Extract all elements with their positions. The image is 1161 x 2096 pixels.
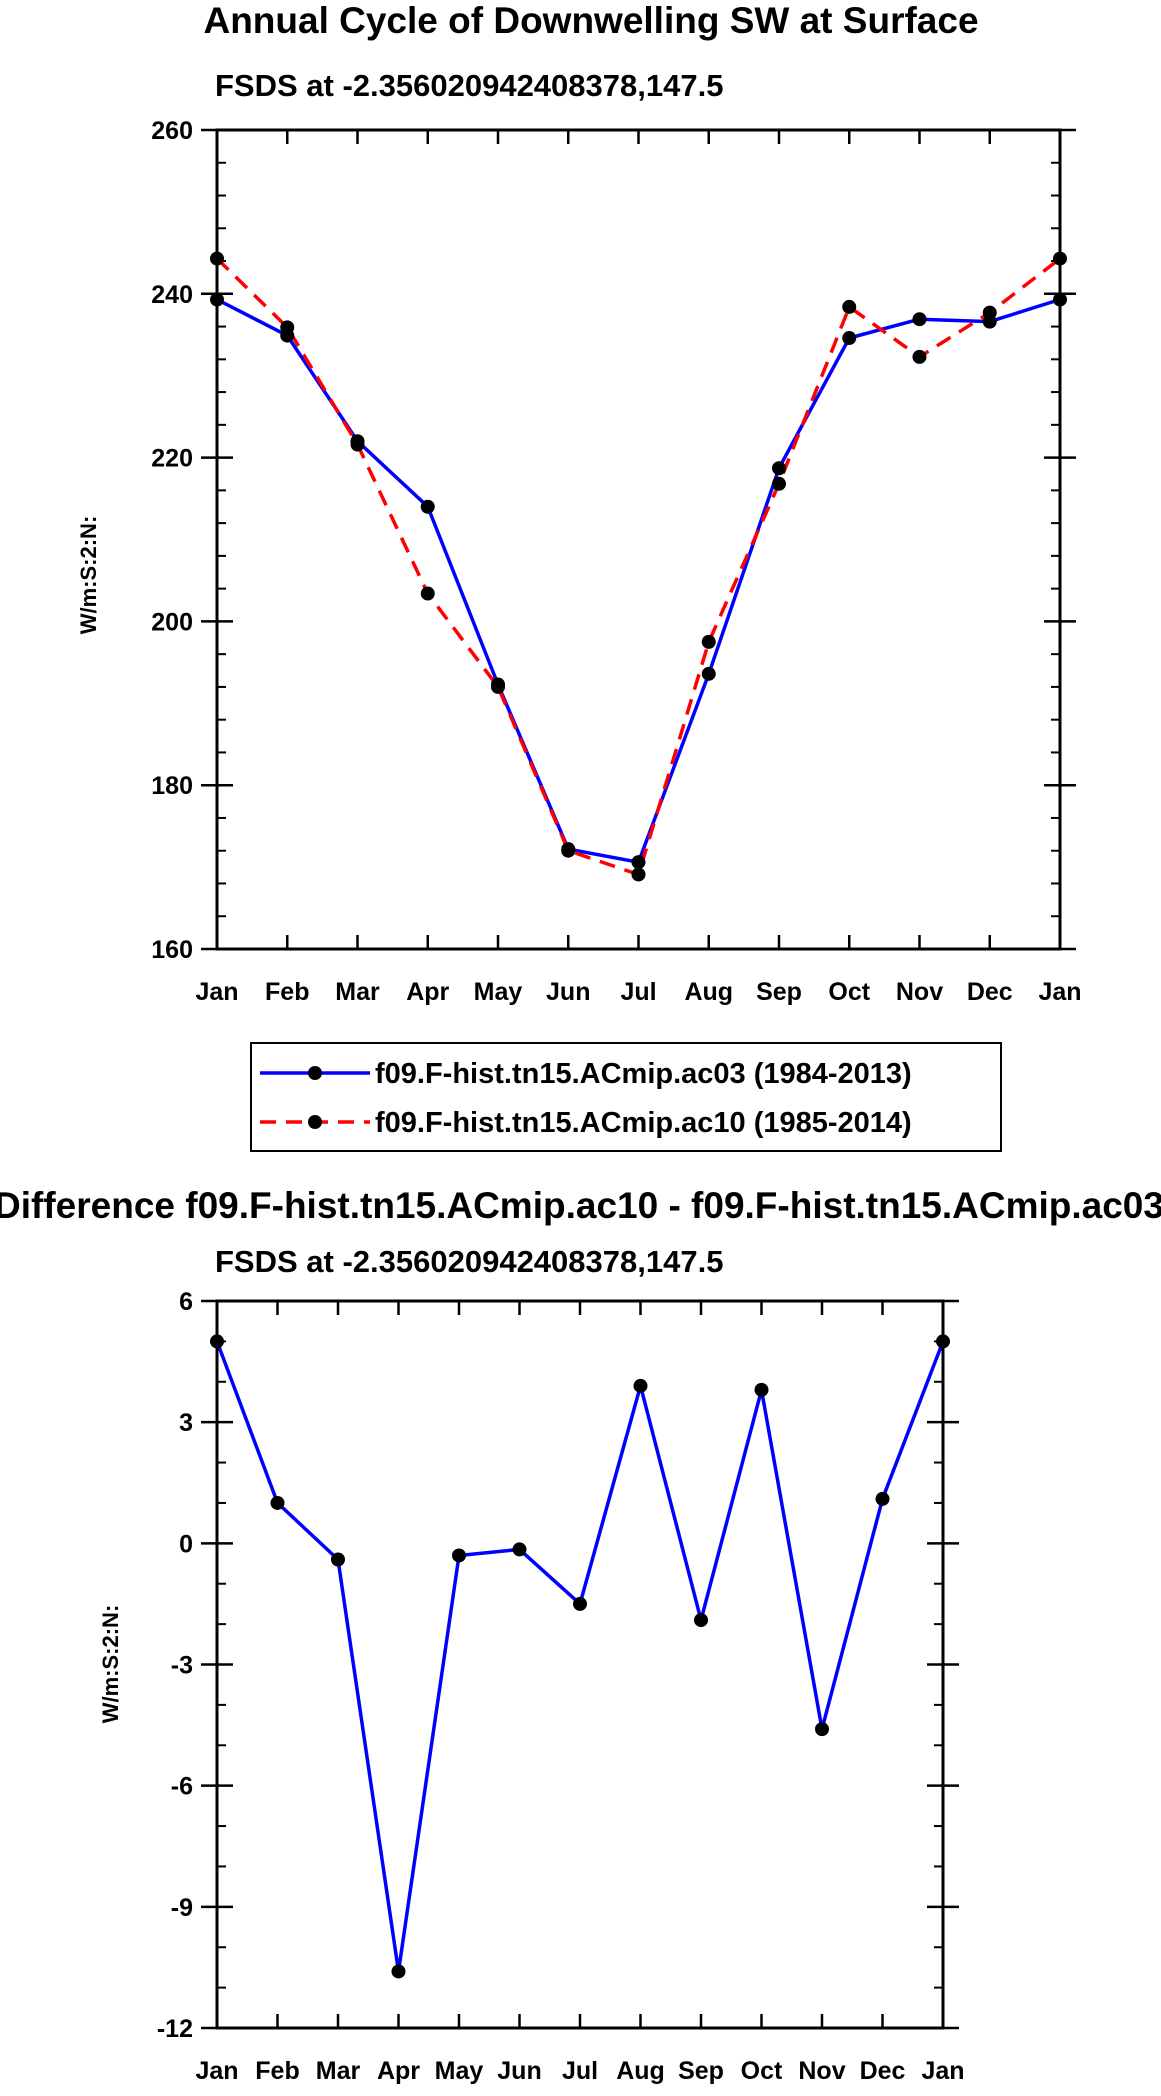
data-point [270,1495,285,1510]
x-tick-labels: Jan Feb Mar Apr May Jun Jul Aug Sep Oct Nov Dec Jan [195,2057,964,2085]
chart-subtitle: FSDS at -2.356020942408378,147.5 [215,68,723,103]
x-tick-label: Oct [741,2057,783,2085]
x-tick-label: Dec [967,978,1013,1006]
y-tick-label: -6 [171,1773,193,1801]
series-line-0 [215,1340,945,1974]
x-tick-label: Nov [896,978,943,1006]
chart-subtitle: FSDS at -2.356020942408378,147.5 [215,1244,723,1279]
legend-box [250,1042,1002,1152]
y-tick-label: 3 [179,1409,193,1437]
x-tick-label: Nov [798,2057,845,2085]
data-point [631,855,646,870]
y-tick-label: -9 [171,1894,193,1922]
plot-frame [215,128,1062,951]
legend: f09.F-hist.tn15.ACmip.ac03 (1984-2013) f… [250,1042,1002,1152]
x-tick-label: Apr [406,978,449,1006]
x-tick-label: May [435,2057,484,2085]
x-tick-label: Jan [921,2057,964,2085]
data-point [491,679,505,694]
x-tick-label: Jun [497,2057,541,2085]
data-point [754,1382,769,1397]
data-point [573,1596,587,1611]
data-point [420,586,435,601]
data-point [912,312,927,327]
x-tick-label: Aug [684,978,733,1006]
tick-marks [201,1299,959,2030]
tick-marks [201,128,1076,951]
x-tick-label: Jul [620,978,656,1006]
plot-frame [215,1299,945,2030]
data-point [982,305,997,320]
y-tick-label: 180 [151,772,193,800]
series-markers [210,1334,950,1979]
x-tick-label: Jan [195,978,238,1006]
legend-label-ac03: f09.F-hist.tn15.ACmip.ac03 (1984-2013) [375,1058,912,1090]
y-tick-label: -12 [157,2015,193,2043]
data-point [331,1552,345,1567]
data-point [772,461,786,476]
x-tick-label: Jul [562,2057,598,2085]
y-tick-label: 240 [151,281,193,309]
series-line-1 [215,257,1062,877]
x-tick-label: Oct [828,978,870,1006]
x-tick-label: Jan [195,2057,238,2085]
y-tick-label: 260 [151,117,193,145]
y-tick-label: 220 [151,445,193,473]
legend-marker-ac10 [308,1115,322,1129]
data-point [420,499,435,514]
x-tick-label: Jun [546,978,590,1006]
x-tick-label: Dec [860,2057,906,2085]
series-markers [210,251,1067,882]
legend-marker-ac03 [308,1066,322,1080]
x-tick-label: May [474,978,523,1006]
y-tick-labels: -12 -9 -6 -3 0 3 6 [157,1288,193,2043]
x-tick-label: Mar [316,2057,361,2085]
x-tick-label: Apr [377,2057,420,2085]
series-lines [215,1340,945,1974]
series-line-0 [216,297,1061,864]
x-tick-label: Feb [265,978,309,1006]
difference-chart: Difference f09.F-hist.tn15.ACmip.ac10 - … [0,1185,1161,2085]
legend-label-ac10: f09.F-hist.tn15.ACmip.ac10 (1985-2014) [375,1107,912,1139]
data-point [452,1548,466,1563]
chart-title: Annual Cycle of Downwelling SW at Surfac… [203,0,978,41]
data-point [280,320,295,335]
data-point [701,634,716,649]
x-tick-label: Feb [255,2057,299,2085]
data-point [842,299,857,314]
x-tick-label: Mar [335,978,380,1006]
x-tick-labels: Jan Feb Mar Apr May Jun Jul Aug Sep Oct Nov Dec Jan [195,978,1081,1006]
y-tick-label: -3 [171,1652,193,1680]
x-tick-label: Sep [678,2057,724,2085]
x-tick-label: Sep [756,978,802,1006]
y-tick-labels: 160 180 200 220 240 260 [151,117,193,964]
y-tick-label: 200 [151,608,193,636]
data-point [561,843,576,858]
data-point [842,331,857,346]
data-point [512,1542,527,1557]
x-tick-label: Aug [616,2057,665,2085]
data-point [772,476,786,491]
x-tick-label: Jan [1038,978,1081,1006]
data-point [875,1491,890,1506]
chart-title: Difference f09.F-hist.tn15.ACmip.ac10 - … [0,1185,1161,1226]
y-axis-label: W/m:S:2:N: [76,516,101,635]
data-point [633,1378,648,1393]
y-axis-label: W/m:S:2:N: [98,1605,123,1724]
series-lines [215,257,1062,877]
y-tick-label: 6 [179,1288,193,1316]
y-tick-label: 0 [179,1530,193,1558]
y-tick-label: 160 [151,936,193,964]
data-point [631,867,646,882]
data-point [701,666,716,681]
data-point [912,349,927,364]
annual-cycle-chart: Annual Cycle of Downwelling SW at Surfac… [76,0,1082,1152]
data-point [391,1964,406,1979]
data-point [815,1722,829,1737]
data-point [350,437,365,452]
data-point [694,1613,708,1628]
